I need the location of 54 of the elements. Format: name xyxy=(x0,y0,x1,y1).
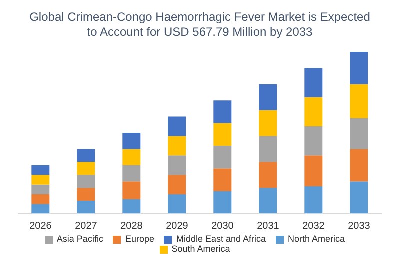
bar xyxy=(350,84,368,118)
bar xyxy=(32,165,50,176)
bar xyxy=(214,168,232,192)
bar xyxy=(122,182,141,200)
bar xyxy=(32,204,50,214)
bar xyxy=(259,162,278,188)
bar xyxy=(350,182,368,214)
x-tick-label: 2027 xyxy=(75,221,98,232)
bar xyxy=(122,165,141,182)
bar xyxy=(168,175,186,195)
legend-label: Middle East and Africa xyxy=(176,234,266,244)
legend-label: Asia Pacific xyxy=(56,234,104,244)
bar xyxy=(304,68,323,98)
x-tick-label: 2028 xyxy=(120,221,144,232)
legend-label: North America xyxy=(288,234,346,244)
bar xyxy=(259,84,278,110)
legend-label: South America xyxy=(172,244,230,254)
x-tick-label: 2033 xyxy=(348,221,371,232)
bar xyxy=(168,194,186,214)
bar xyxy=(122,199,141,214)
bar xyxy=(304,97,323,127)
bar xyxy=(77,201,96,214)
bar xyxy=(350,52,368,84)
bar xyxy=(122,149,141,166)
bar xyxy=(350,118,368,150)
x-tick-label: 2029 xyxy=(166,221,189,232)
bar xyxy=(214,146,232,169)
bar xyxy=(77,149,96,162)
bar xyxy=(77,188,96,202)
bar xyxy=(32,184,50,195)
x-tick-label: 2032 xyxy=(302,221,326,232)
bar xyxy=(77,175,96,188)
bar xyxy=(168,116,186,136)
bar xyxy=(259,188,278,214)
bar xyxy=(168,136,186,156)
bar xyxy=(304,126,323,156)
bar xyxy=(259,110,278,136)
bar xyxy=(259,136,278,162)
bar xyxy=(32,194,50,204)
bar xyxy=(214,123,232,146)
chart-title: Global Crimean-Congo Haemorrhagic Fever Market is Expected to Account for USD 567.79 Million by 2033 xyxy=(28,9,372,41)
x-tick-label: 2030 xyxy=(212,221,234,232)
bar xyxy=(32,175,50,185)
x-tick-label: 2031 xyxy=(257,221,280,232)
bar xyxy=(214,191,232,214)
bar xyxy=(214,100,232,124)
bar xyxy=(304,186,323,214)
bar xyxy=(350,149,368,182)
x-tick-label: 2026 xyxy=(30,221,52,232)
bar xyxy=(304,156,323,186)
bar xyxy=(77,162,96,176)
bar xyxy=(168,156,186,176)
bar xyxy=(122,133,141,150)
legend-label: Europe xyxy=(125,234,154,244)
